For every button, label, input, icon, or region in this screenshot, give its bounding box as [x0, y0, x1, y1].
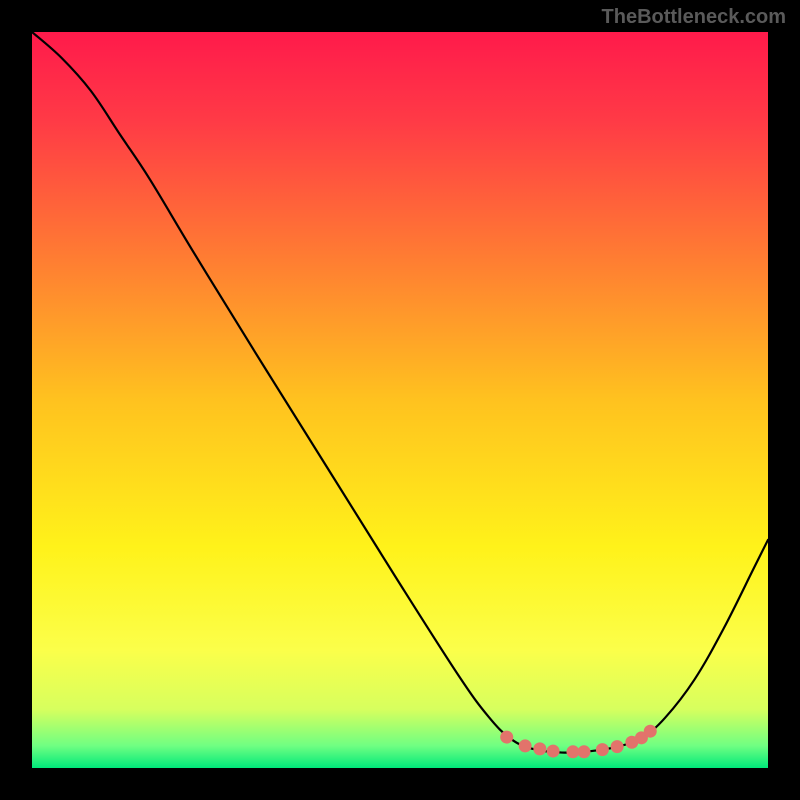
plot-background: [32, 32, 768, 768]
data-marker: [533, 742, 546, 755]
data-marker: [578, 745, 591, 758]
data-marker: [596, 743, 609, 756]
chart-container: TheBottleneck.com: [0, 0, 800, 800]
data-marker: [547, 745, 560, 758]
data-marker: [500, 731, 513, 744]
chart-svg: [32, 32, 768, 768]
data-marker: [611, 740, 624, 753]
watermark-text: TheBottleneck.com: [602, 6, 786, 29]
plot-area: [32, 32, 768, 768]
data-marker: [644, 725, 657, 738]
data-marker: [519, 739, 532, 752]
